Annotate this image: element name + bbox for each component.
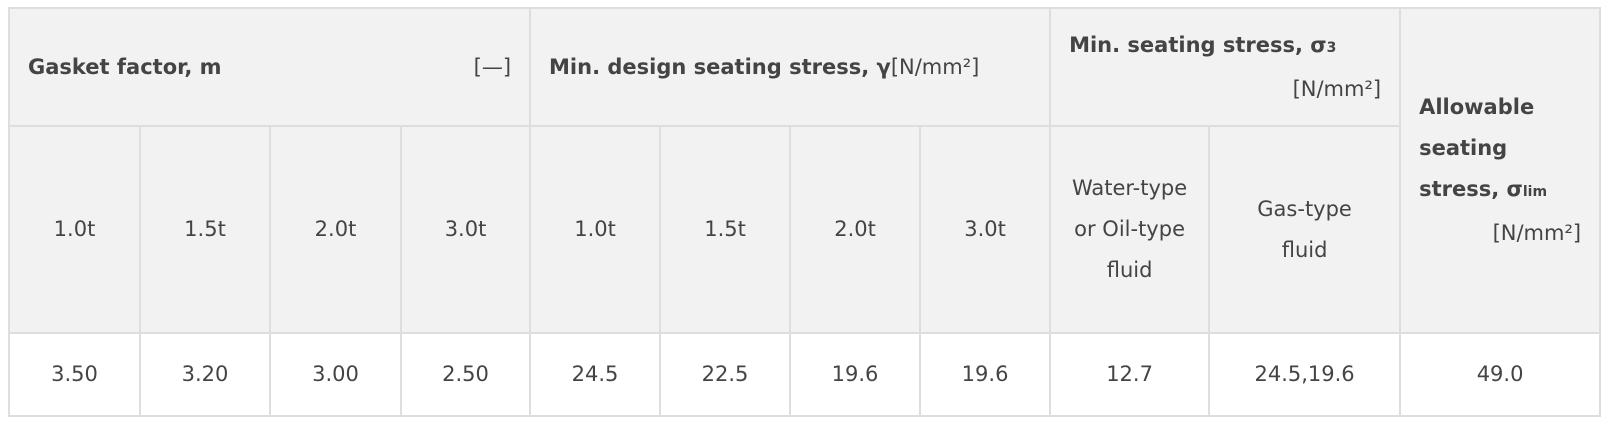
- header-subscript: 3: [1326, 39, 1337, 56]
- table-cell: 3.20: [139, 332, 271, 417]
- gasket-properties-table: Gasket factor, m [—] Min. design seating…: [7, 7, 1602, 417]
- table-row: 3.50 3.20 3.00 2.50 24.5 22.5 19.6 19.6 …: [8, 332, 1602, 417]
- subheader-cell: 1.0t: [8, 125, 141, 334]
- table-cell: 19.6: [789, 332, 922, 417]
- header-label: Allowable seating stress, σ: [1419, 95, 1535, 201]
- subheader-cell: 1.5t: [139, 125, 271, 334]
- table-cell: 3.50: [8, 332, 141, 417]
- header-allowable-seating-stress: Allowable seating stress, σlim [N/mm²]: [1399, 7, 1602, 334]
- header-min-seating-stress: Min. seating stress, σ3 [N/mm²]: [1049, 7, 1402, 127]
- table-cell: 22.5: [659, 332, 792, 417]
- header-unit: [N/mm²]: [890, 54, 980, 79]
- table-cell: 12.7: [1049, 332, 1211, 417]
- header-unit: [N/mm²]: [1492, 221, 1582, 245]
- header-design-seating-stress: Min. design seating stress, γ[N/mm²]: [529, 7, 1052, 127]
- table-cell: 49.0: [1399, 332, 1602, 417]
- table-cell: 19.6: [919, 332, 1052, 417]
- subheader-cell: 1.5t: [659, 125, 792, 334]
- header-label: Min. seating stress, σ: [1069, 32, 1327, 57]
- subheader-cell: Water-type or Oil-type fluid: [1049, 125, 1211, 334]
- header-unit: [—]: [473, 54, 512, 79]
- subheader-cell: 3.0t: [919, 125, 1052, 334]
- header-label: Gasket factor, m: [28, 54, 222, 79]
- header-unit: [N/mm²]: [1292, 76, 1382, 101]
- subheader-row: 1.0t 1.5t 2.0t 3.0t 1.0t 1.5t 2.0t 3.0t …: [8, 125, 1600, 334]
- header-label: Min. design seating stress, γ: [549, 54, 891, 79]
- header-gasket-factor: Gasket factor, m [—]: [7, 7, 532, 127]
- subheader-cell: Gas-type fluid: [1208, 125, 1402, 334]
- header-row: Gasket factor, m [—] Min. design seating…: [7, 7, 1602, 334]
- table-cell: 24.5: [529, 332, 662, 417]
- table-cell: 3.00: [269, 332, 402, 417]
- table-cell: 24.5,19.6: [1208, 332, 1402, 417]
- subheader-cell: 2.0t: [269, 125, 402, 334]
- header-subscript: lim: [1522, 184, 1548, 200]
- subheader-cell: 3.0t: [399, 125, 532, 334]
- subheader-cell: 1.0t: [529, 125, 662, 334]
- table-cell: 2.50: [399, 332, 532, 417]
- subheader-cell: 2.0t: [789, 125, 922, 334]
